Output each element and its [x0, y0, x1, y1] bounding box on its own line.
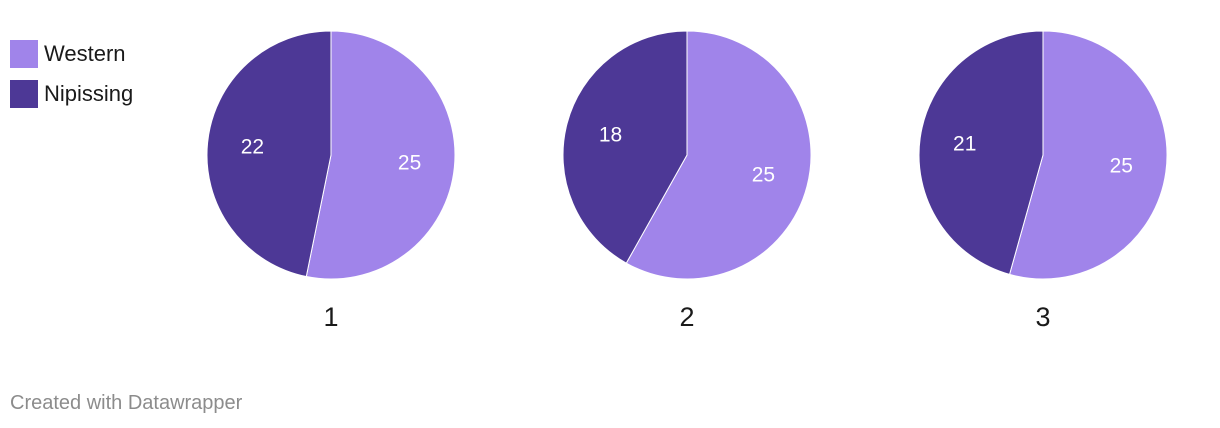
pie-charts: 25 22 1 25 18 2 25 21 3 [206, 30, 1168, 332]
pie-slice-3-nipissing [918, 30, 1044, 276]
data-label-1-western: 25 [398, 151, 421, 174]
pie-slice-3-western [1008, 30, 1168, 280]
legend-swatch-nipissing [10, 80, 38, 108]
pie-slice-2-nipissing [562, 30, 688, 264]
data-label-1-nipissing: 22 [241, 136, 264, 159]
data-label-3-nipissing: 21 [953, 133, 976, 156]
legend-item-nipissing: Nipissing [10, 80, 133, 108]
footer-credit: Created with Datawrapper [10, 392, 243, 414]
legend-swatch-western [10, 40, 38, 68]
pie-slice-2-western [625, 30, 812, 280]
pie-caption-3: 3 [1035, 302, 1050, 332]
pie-slice-1-nipissing [206, 30, 332, 278]
data-label-3-western: 25 [1110, 154, 1133, 177]
legend-label-western: Western [44, 41, 126, 66]
legend-item-western: Western [10, 40, 133, 68]
legend-label-nipissing: Nipissing [44, 81, 134, 106]
pie-caption-2: 2 [679, 302, 694, 332]
pie-slice-1-western [305, 30, 456, 280]
chart-legend: Western Nipissing [10, 40, 133, 120]
data-label-2-nipissing: 18 [599, 124, 622, 147]
data-label-2-western: 25 [752, 163, 775, 186]
pie-caption-1: 1 [323, 302, 338, 332]
